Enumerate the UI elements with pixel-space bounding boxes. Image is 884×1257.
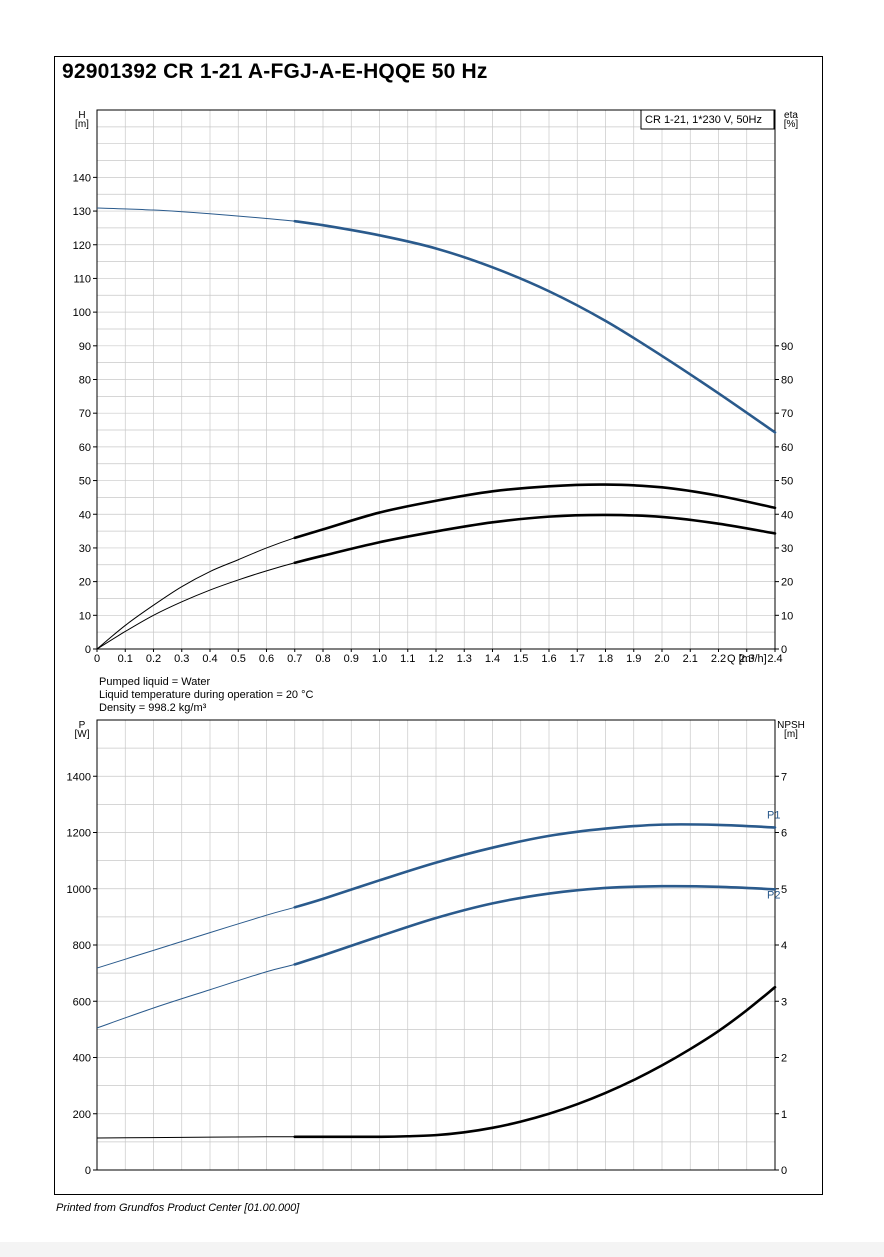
chart1-ylabel-right: eta <box>784 110 798 121</box>
chart2-ytick-left-label: 0 <box>85 1165 91 1177</box>
chart2-series-2-operating-range <box>293 884 777 966</box>
chart1-xtick-label: 2.0 <box>654 653 669 665</box>
chart1-xtick-label: 2.4 <box>767 653 782 665</box>
chart1-ytick-left-label: 100 <box>73 307 91 319</box>
chart1-ytick-right-label: 70 <box>781 408 793 420</box>
chart1-ytick-left-label: 30 <box>79 543 91 555</box>
chart1-xtick-label: 1.2 <box>428 653 443 665</box>
chart1-ytick-left-label: 90 <box>79 341 91 353</box>
chart1-ytick-right-label: 40 <box>781 509 793 521</box>
chart1-xtick-label: 2.1 <box>683 653 698 665</box>
chart1-ytick-right-label: 10 <box>781 610 793 622</box>
chart1-ytick-right-label: 0 <box>781 644 787 656</box>
chart1-xlabel: Q [m³/h] <box>727 653 767 665</box>
chart1-ytick-left-label: 50 <box>79 476 91 488</box>
chart2-ytick-left-label: 1000 <box>67 884 91 896</box>
chart1-ytick-left-label: 40 <box>79 509 91 521</box>
chart1-xtick-label: 1.7 <box>570 653 585 665</box>
chart2-ytick-right-label: 6 <box>781 828 787 840</box>
chart2-ytick-right-label: 3 <box>781 996 787 1008</box>
chart2-ytick-right-label: 5 <box>781 884 787 896</box>
chart2-ytick-right-label: 4 <box>781 940 787 952</box>
chart1-ytick-left-label: 110 <box>73 273 91 285</box>
info-line: Liquid temperature during operation = 20… <box>99 689 314 701</box>
chart1-legend-text: CR 1-21, 1*230 V, 50Hz <box>645 114 762 126</box>
chart2-ytick-right-label: 0 <box>781 1165 787 1177</box>
chart1-xtick-label: 1.8 <box>598 653 613 665</box>
chart1-ytick-left-label: 130 <box>73 206 91 218</box>
chart1-ytick-left-label: 140 <box>73 172 91 184</box>
chart1-xtick-label: 1.0 <box>372 653 387 665</box>
chart1-xtick-label: 0.4 <box>202 653 217 665</box>
chart1-xtick-label: 0.7 <box>287 653 302 665</box>
chart2-ytick-left-label: 1200 <box>67 828 91 840</box>
chart1-series-2-operating-range <box>293 483 777 540</box>
chart1-ylabel-right: [%] <box>784 119 799 130</box>
chart1-ytick-right-label: 60 <box>781 442 793 454</box>
chart2-series-1-operating-range <box>293 823 777 909</box>
chart1-ytick-right-label: 80 <box>781 375 793 387</box>
chart1-xtick-label: 0.6 <box>259 653 274 665</box>
chart1-xtick-label: 2.2 <box>711 653 726 665</box>
chart2-ylabel-right: NPSH <box>777 720 805 731</box>
chart1-ytick-left-label: 80 <box>79 375 91 387</box>
chart2-ytick-right-label: 7 <box>781 771 787 783</box>
page-title: 92901392 CR 1-21 A-FGJ-A-E-HQQE 50 Hz <box>62 60 488 83</box>
chart1-xtick-label: 0.1 <box>118 653 133 665</box>
chart1-ytick-left-label: 70 <box>79 408 91 420</box>
chart2-ytick-right-label: 1 <box>781 1109 787 1121</box>
chart1-ytick-left-label: 120 <box>73 240 91 252</box>
chart2-series-label-p1: P1 <box>767 809 780 821</box>
chart1-xtick-label: 0 <box>94 653 100 665</box>
chart1-xtick-label: 1.4 <box>485 653 500 665</box>
chart2-ytick-left-label: 400 <box>73 1053 91 1065</box>
chart1-ytick-right-label: 90 <box>781 341 793 353</box>
chart1-xtick-label: 1.6 <box>541 653 556 665</box>
chart2-series-label-p2: P2 <box>767 889 780 901</box>
chart1-xtick-label: 1.9 <box>626 653 641 665</box>
chart1-xtick-label: 0.5 <box>231 653 246 665</box>
chart1-ylabel-left: [m] <box>75 119 89 130</box>
chart2-series-3-operating-range <box>293 985 777 1139</box>
info-line: Pumped liquid = Water <box>99 676 211 688</box>
chart-frame <box>54 56 823 1195</box>
chart1-ytick-right-label: 30 <box>781 543 793 555</box>
chart1-xtick-label: 0.2 <box>146 653 161 665</box>
chart2-ylabel-right: [m] <box>784 729 798 740</box>
footer-note: Printed from Grundfos Product Center [01… <box>56 1202 300 1214</box>
chart1-xtick-label: 1.5 <box>513 653 528 665</box>
chart1-xtick-label: 0.3 <box>174 653 189 665</box>
chart2-ylabel-left: P <box>79 720 86 731</box>
chart1-ytick-left-label: 20 <box>79 577 91 589</box>
chart1-ytick-right-label: 20 <box>781 577 793 589</box>
chart1-ytick-right-label: 50 <box>781 476 793 488</box>
chart1-xtick-label: 0.8 <box>315 653 330 665</box>
chart1-xtick-label: 0.9 <box>344 653 359 665</box>
chart1-xtick-label: 2.3 <box>739 653 754 665</box>
chart2-ytick-left-label: 600 <box>73 996 91 1008</box>
chart2-ytick-right-label: 2 <box>781 1053 787 1065</box>
chart1-legend-box <box>640 109 775 130</box>
chart1-series-1-operating-range <box>293 219 777 434</box>
info-line: Density = 998.2 kg/m³ <box>99 702 207 714</box>
chart1-ytick-left-label: 0 <box>85 644 91 656</box>
chart1-series-3-operating-range <box>293 513 777 565</box>
chart1-xtick-label: 1.3 <box>457 653 472 665</box>
chart1-ytick-left-label: 10 <box>79 610 91 622</box>
chart1-ytick-left-label: 60 <box>79 442 91 454</box>
chart1-ylabel-left: H <box>78 110 85 121</box>
chart2-ytick-left-label: 200 <box>73 1109 91 1121</box>
chart2-ylabel-left: [W] <box>75 729 90 740</box>
chart2-ytick-left-label: 1400 <box>67 771 91 783</box>
chart1-xtick-label: 1.1 <box>400 653 415 665</box>
chart2-ytick-left-label: 800 <box>73 940 91 952</box>
